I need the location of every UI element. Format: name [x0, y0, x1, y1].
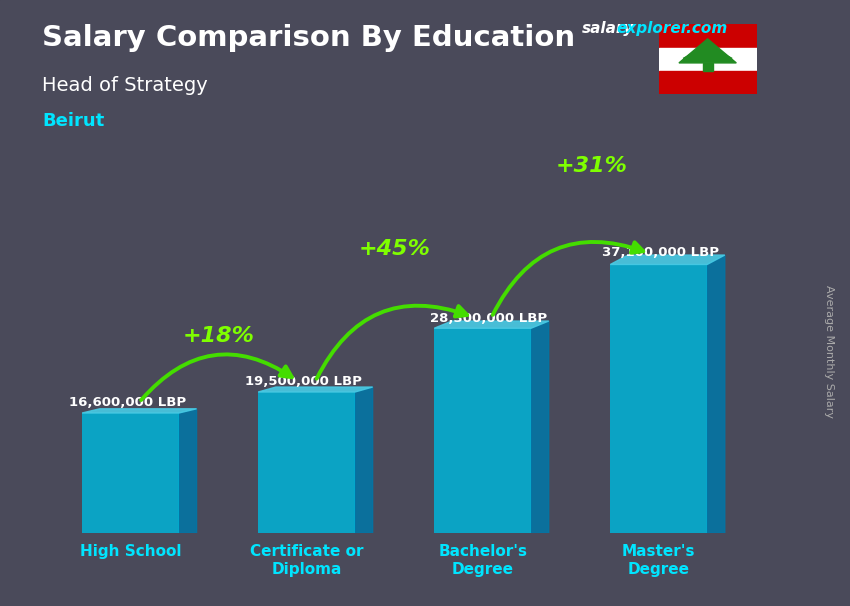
Polygon shape [688, 52, 727, 56]
Polygon shape [707, 255, 725, 533]
Text: salary: salary [582, 21, 635, 36]
Text: +18%: +18% [183, 326, 254, 346]
Text: explorer.com: explorer.com [616, 21, 728, 36]
Text: 37,100,000 LBP: 37,100,000 LBP [603, 245, 719, 259]
Polygon shape [82, 409, 196, 413]
Text: +45%: +45% [359, 239, 431, 259]
Text: Beirut: Beirut [42, 112, 105, 130]
Text: 16,600,000 LBP: 16,600,000 LBP [69, 396, 186, 410]
FancyBboxPatch shape [434, 328, 531, 533]
Text: Head of Strategy: Head of Strategy [42, 76, 208, 95]
Bar [659, 24, 756, 48]
Polygon shape [531, 321, 549, 533]
FancyBboxPatch shape [82, 413, 179, 533]
Text: Average Monthly Salary: Average Monthly Salary [824, 285, 834, 418]
Text: +31%: +31% [556, 156, 628, 176]
Polygon shape [355, 387, 372, 533]
Polygon shape [179, 409, 196, 533]
FancyBboxPatch shape [258, 392, 355, 533]
FancyBboxPatch shape [610, 264, 707, 533]
Polygon shape [679, 39, 736, 63]
Polygon shape [683, 46, 732, 58]
Polygon shape [610, 255, 725, 264]
Polygon shape [434, 321, 549, 328]
Polygon shape [258, 387, 372, 392]
Text: 19,500,000 LBP: 19,500,000 LBP [245, 375, 362, 388]
Text: Salary Comparison By Education: Salary Comparison By Education [42, 24, 575, 52]
Text: 28,300,000 LBP: 28,300,000 LBP [430, 311, 547, 325]
Bar [703, 63, 712, 70]
Bar [659, 48, 756, 70]
Bar [659, 70, 756, 94]
